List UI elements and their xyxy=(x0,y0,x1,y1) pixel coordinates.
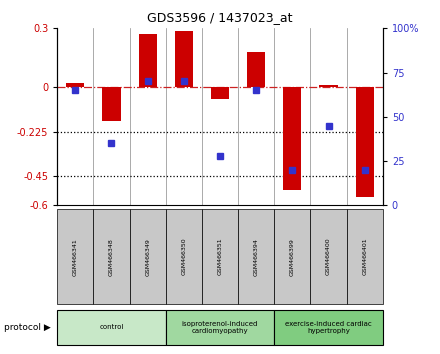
Bar xyxy=(175,31,193,87)
Bar xyxy=(103,87,121,121)
Text: GSM466351: GSM466351 xyxy=(217,238,223,275)
Text: GSM466349: GSM466349 xyxy=(145,238,150,275)
Text: exercise-induced cardiac
hypertrophy: exercise-induced cardiac hypertrophy xyxy=(285,321,372,334)
Bar xyxy=(283,87,301,190)
Text: GSM466399: GSM466399 xyxy=(290,238,295,275)
Bar xyxy=(139,34,157,87)
Text: GSM466400: GSM466400 xyxy=(326,238,331,275)
Bar xyxy=(211,87,229,99)
Text: GSM466401: GSM466401 xyxy=(362,238,367,275)
Bar xyxy=(356,87,374,198)
Text: GSM466348: GSM466348 xyxy=(109,238,114,275)
Title: GDS3596 / 1437023_at: GDS3596 / 1437023_at xyxy=(147,11,293,24)
Text: GSM466341: GSM466341 xyxy=(73,238,78,275)
Text: GSM466350: GSM466350 xyxy=(181,238,186,275)
Text: protocol ▶: protocol ▶ xyxy=(4,323,51,332)
Bar xyxy=(319,85,337,87)
Text: GSM466394: GSM466394 xyxy=(254,238,259,275)
Bar xyxy=(66,84,84,87)
Text: control: control xyxy=(99,325,124,330)
Bar xyxy=(247,52,265,87)
Text: isoproterenol-induced
cardiomyopathy: isoproterenol-induced cardiomyopathy xyxy=(182,321,258,334)
